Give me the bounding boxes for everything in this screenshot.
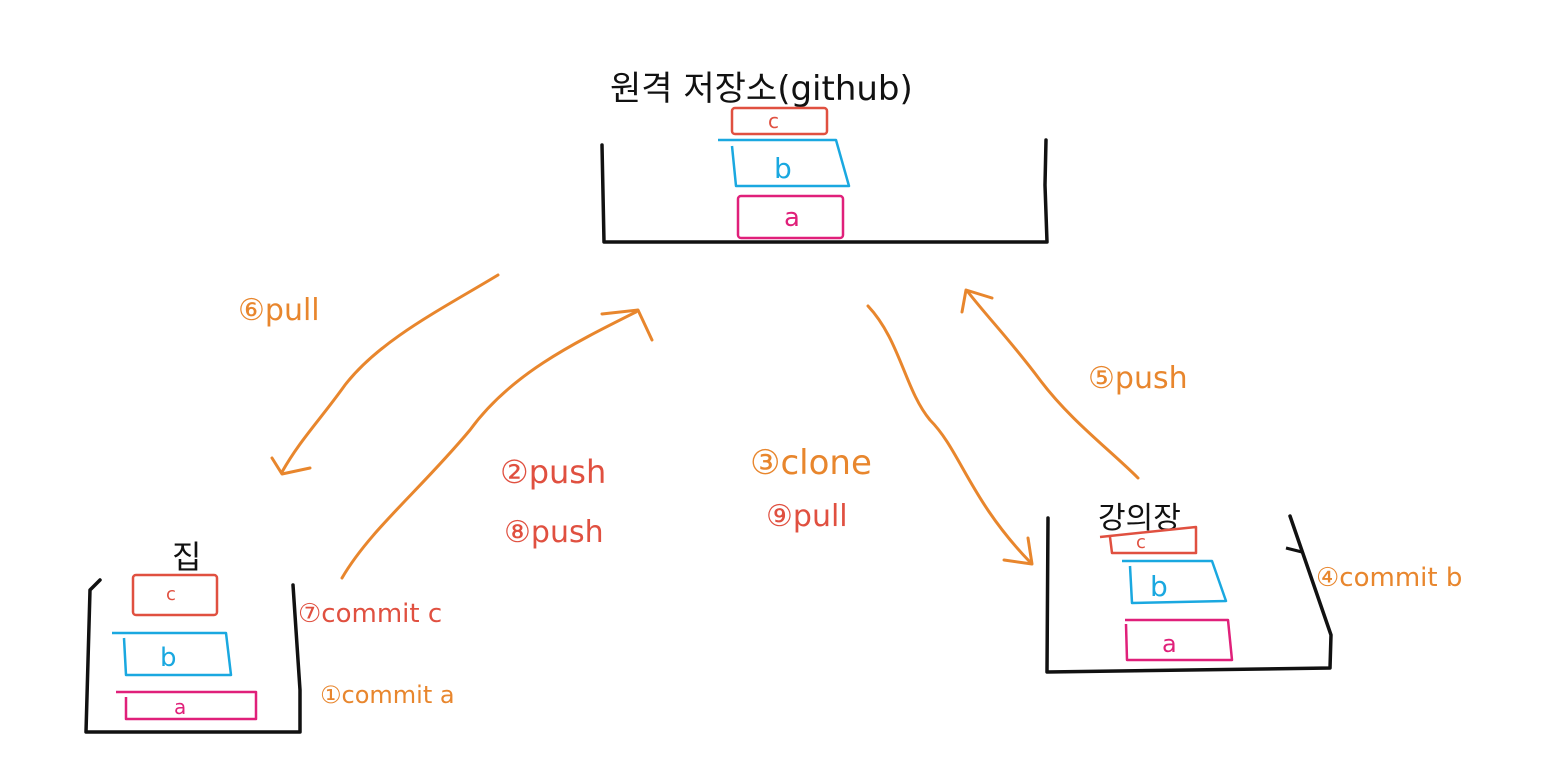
right-commit-a xyxy=(1124,618,1234,662)
left-commit-a-label: a xyxy=(174,695,186,719)
arrow-clone-to-right-head xyxy=(1002,536,1034,566)
right-commit-b xyxy=(1122,559,1228,605)
step-5-push: ⑤push xyxy=(1088,361,1188,396)
left-commit-c xyxy=(131,573,219,617)
step-8-push: ⑧push xyxy=(504,515,604,550)
remote-commit-c-label: c xyxy=(768,109,779,133)
left-commit-a xyxy=(116,690,258,721)
right-local-container xyxy=(1045,514,1333,674)
arrow-push-from-right-head xyxy=(960,288,994,314)
step-1-commit-a: ①commit a xyxy=(320,681,455,709)
remote-label: 원격 저장소(github) xyxy=(610,69,913,109)
arrow-push-from-left xyxy=(340,310,638,580)
arrow-clone-to-right xyxy=(866,304,1032,564)
right-commit-c-label: c xyxy=(1136,532,1146,553)
step-6-pull: ⑥pull xyxy=(238,293,320,328)
step-3-clone: ③clone xyxy=(750,443,872,483)
arrow-pull-to-left xyxy=(280,273,500,474)
arrow-push-from-left-head xyxy=(600,308,654,342)
remote-commit-a-label: a xyxy=(784,203,800,233)
left-commit-c-label: c xyxy=(166,584,176,605)
right-commit-c xyxy=(1099,525,1198,555)
step-9-pull: ⑨pull xyxy=(766,499,848,534)
step-7-commit-c: ⑦commit c xyxy=(298,599,442,629)
step-2-push: ②push xyxy=(500,453,606,491)
remote-commit-b-label: b xyxy=(774,152,792,185)
arrow-pull-to-left-head xyxy=(270,456,312,476)
right-commit-a-label: a xyxy=(1162,630,1177,658)
left-commit-b xyxy=(112,631,233,677)
arrow-push-from-right xyxy=(966,290,1140,480)
remote-container xyxy=(600,138,1049,244)
left-commit-b-label: b xyxy=(160,643,177,673)
remote-commit-c xyxy=(730,106,829,136)
remote-commit-a xyxy=(736,194,845,240)
remote-commit-b xyxy=(718,138,851,188)
right-commit-b-label: b xyxy=(1150,570,1168,603)
step-4-commit-b: ④commit b xyxy=(1316,563,1462,593)
right-container-tick xyxy=(1285,546,1303,554)
left-local-container xyxy=(84,578,302,734)
left-local-label: 집 xyxy=(172,538,201,576)
